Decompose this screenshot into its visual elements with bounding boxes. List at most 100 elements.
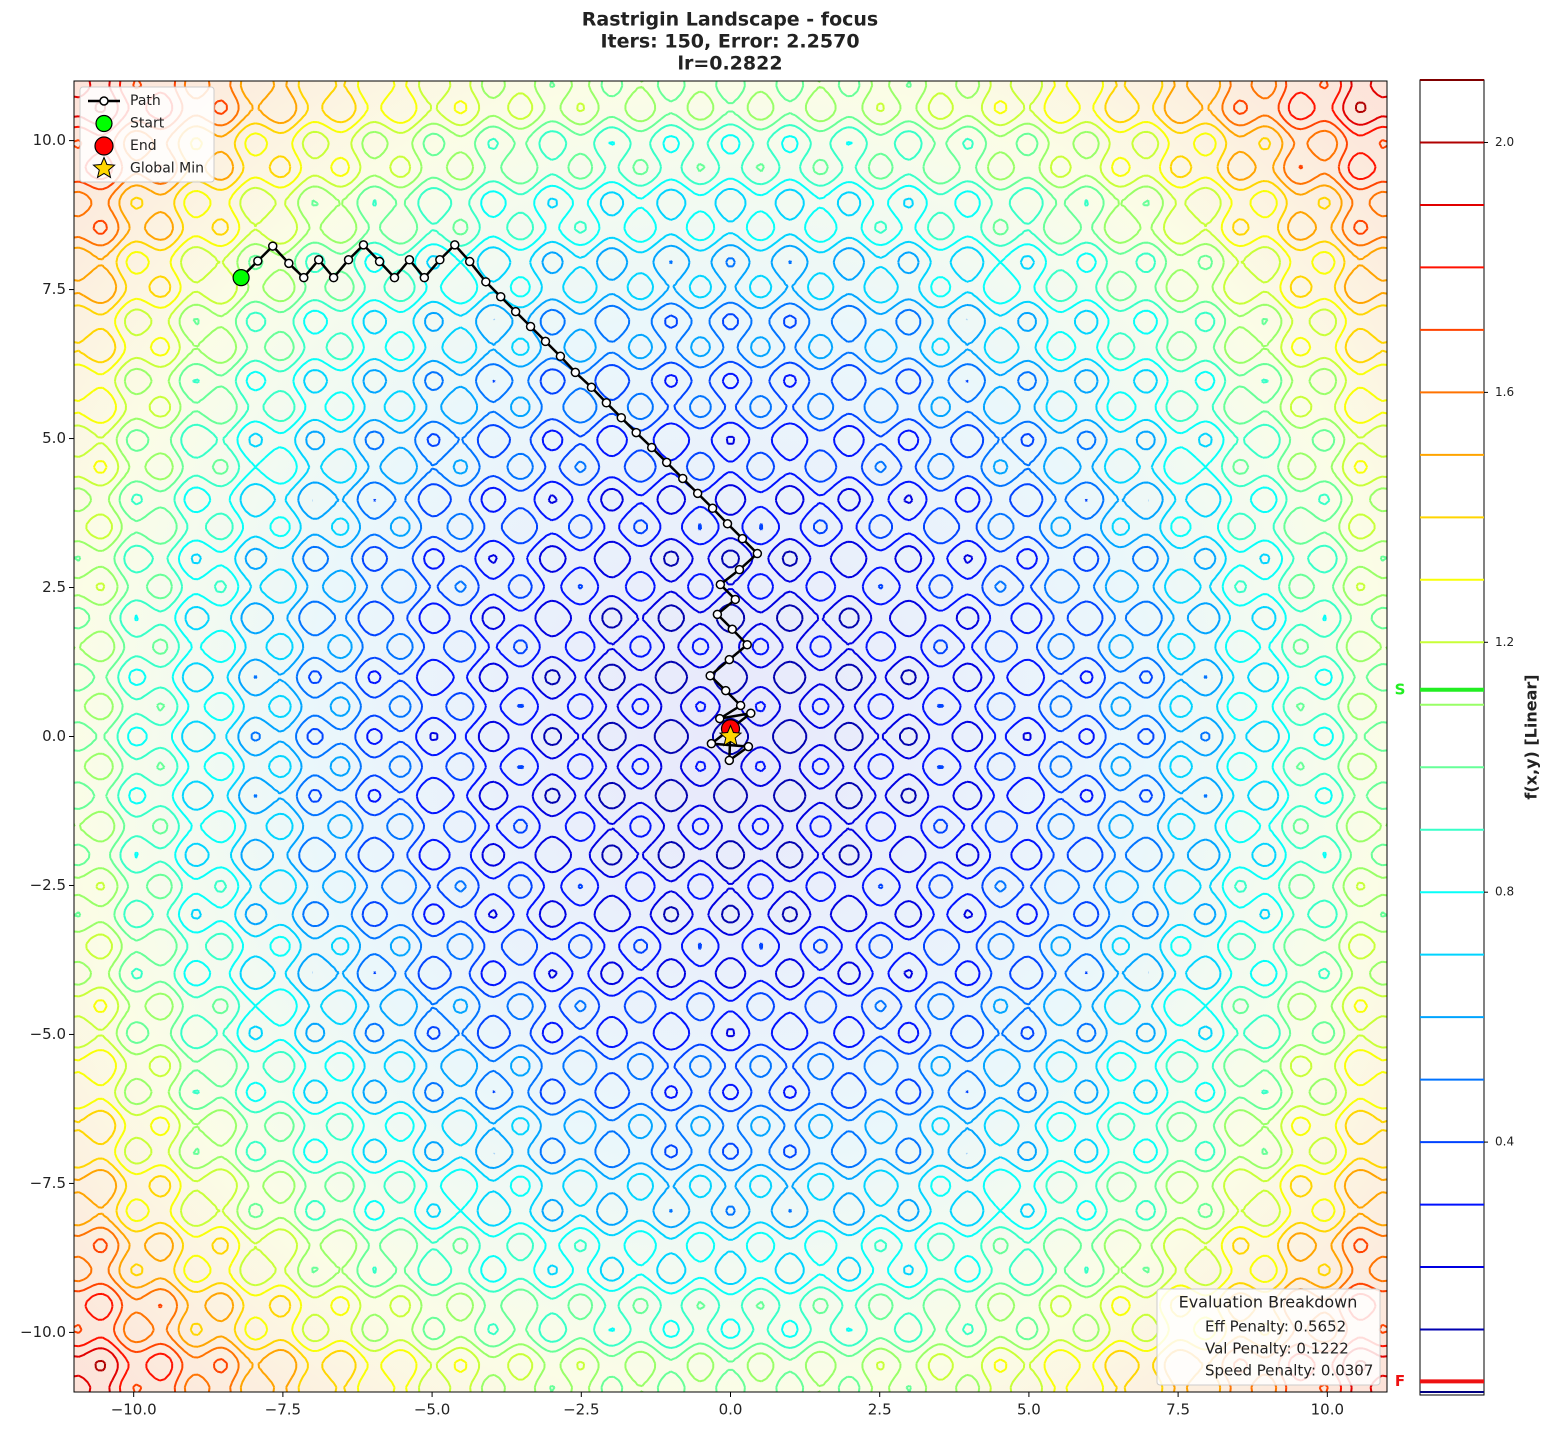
legend-label: End — [130, 138, 157, 154]
point-marker — [232, 269, 250, 287]
path-point — [510, 306, 521, 317]
path-point — [715, 713, 725, 724]
path-point — [404, 255, 415, 265]
x-tick-label: −2.5 — [563, 1401, 599, 1419]
y-tick-label: 5.0 — [42, 429, 66, 447]
x-tick-label: 7.5 — [1166, 1401, 1190, 1419]
path-point — [735, 700, 746, 711]
contour-line — [116, 123, 1345, 1350]
path-point — [724, 654, 735, 665]
contour-line — [306, 313, 1155, 1160]
path-point — [724, 755, 735, 766]
legend-swatch — [94, 136, 114, 156]
path-point — [646, 442, 657, 453]
path-point — [540, 336, 551, 347]
x-tick-label: −10.0 — [111, 1401, 157, 1419]
x-tick-label: −7.5 — [265, 1401, 301, 1419]
path-point — [722, 519, 733, 529]
path-layer — [232, 240, 763, 766]
legend-label: Start — [130, 116, 165, 132]
y-tick-label: −7.5 — [30, 1174, 66, 1192]
contour-line — [250, 257, 1211, 1216]
contour-line — [74, 81, 1387, 1392]
colorbar-tick-label: 1.2 — [1495, 635, 1514, 649]
path-point — [661, 457, 672, 468]
y-tick-label: −10.0 — [20, 1323, 66, 1341]
path-point — [692, 488, 703, 499]
path-point — [284, 258, 294, 269]
path-point — [730, 594, 741, 605]
path-point — [586, 382, 597, 393]
x-tick-label: 5.0 — [1017, 1401, 1041, 1419]
path-point — [267, 241, 278, 251]
y-tick-label: 7.5 — [42, 280, 66, 298]
legend-swatch — [99, 96, 109, 106]
path-point — [707, 503, 718, 514]
contour-layer — [74, 81, 1387, 1392]
path-point — [450, 240, 460, 250]
path-point — [727, 624, 738, 634]
chart-title: Rastrigin Landscape - focus — [582, 9, 878, 31]
path-point — [752, 548, 763, 559]
path-point — [715, 579, 726, 590]
path-point — [525, 321, 536, 332]
path-point — [742, 639, 752, 650]
path-point — [495, 291, 506, 302]
chart-title: lr=0.2822 — [677, 53, 782, 75]
colorbar-tick-label: 1.6 — [1495, 385, 1514, 399]
path-point — [299, 272, 309, 283]
x-tick-label: 10.0 — [1311, 1401, 1344, 1419]
path-point — [389, 272, 400, 283]
path-point — [746, 708, 756, 719]
colorbar-tick-label: 2.0 — [1495, 135, 1514, 149]
path-point — [253, 256, 263, 266]
legend-box — [79, 86, 215, 183]
path-point — [343, 255, 354, 265]
colorbar-tick-label: 0.4 — [1495, 1135, 1514, 1149]
colorbar-end-label: F — [1395, 1372, 1405, 1390]
legend-label: Global Min — [130, 161, 204, 177]
x-tick-label: 0.0 — [719, 1401, 743, 1419]
path-point — [706, 738, 717, 749]
contour-line — [543, 549, 918, 924]
path-point — [631, 427, 641, 438]
annotation-line: Eff Penalty: 0.5652 — [1205, 1318, 1346, 1336]
path-point — [435, 255, 445, 265]
path-point — [313, 255, 324, 265]
contour-line — [74, 81, 1387, 1392]
path-point — [419, 272, 430, 283]
colorbar-tick-label: 0.8 — [1495, 885, 1514, 899]
x-tick-label: 2.5 — [868, 1401, 892, 1419]
annotation-box — [1156, 1288, 1381, 1386]
path-point — [481, 277, 491, 287]
path-point — [601, 398, 612, 408]
path-point — [737, 533, 748, 544]
legend-label: Path — [130, 93, 161, 109]
path-point — [678, 473, 688, 484]
contour-line — [127, 134, 1334, 1339]
y-tick-label: −5.0 — [30, 1025, 66, 1043]
legend-swatch — [95, 114, 113, 133]
global-min-marker — [718, 724, 743, 747]
colorbar-start-label: S — [1395, 680, 1406, 698]
path-point — [734, 564, 745, 575]
y-tick-label: 2.5 — [42, 578, 66, 596]
path-point — [570, 367, 581, 378]
path-point — [616, 412, 627, 423]
contour-line — [366, 372, 1095, 1101]
contour-line — [74, 81, 1387, 1392]
annotation-line: Speed Penalty: 0.0307 — [1205, 1362, 1373, 1380]
y-tick-label: −2.5 — [30, 876, 66, 894]
chart-title: Iters: 150, Error: 2.2570 — [600, 31, 859, 53]
path-point — [374, 256, 385, 267]
path-point — [743, 741, 754, 752]
y-tick-label: 0.0 — [42, 727, 66, 745]
legend-swatch — [92, 156, 116, 179]
path-point — [555, 351, 566, 362]
path-point — [720, 685, 731, 696]
path-point — [705, 670, 715, 681]
colorbar-frame — [1419, 79, 1485, 1396]
y-tick-label: 10.0 — [33, 131, 66, 149]
path-point — [464, 256, 475, 267]
